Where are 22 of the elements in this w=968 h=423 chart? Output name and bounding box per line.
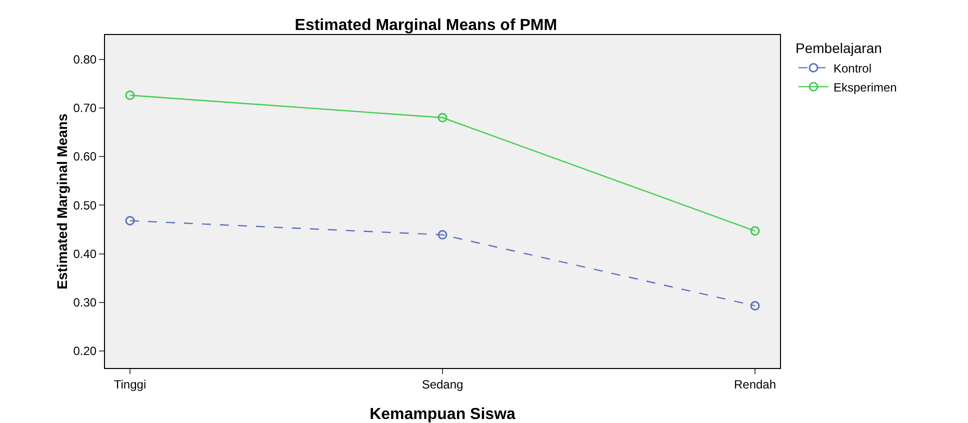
y-tick-label: 0.20 (73, 344, 97, 358)
legend-label: Eksperimen (834, 80, 897, 94)
y-tick-label: 0.40 (73, 246, 97, 261)
legend-label: Kontrol (834, 61, 872, 76)
y-tick-label: 0.80 (73, 52, 97, 67)
y-tick-label: 0.70 (73, 101, 97, 116)
point (750, 226, 760, 236)
x-tick-label: Rendah (734, 377, 776, 392)
x-tick-label: Tinggi (114, 377, 146, 392)
y-tick-label: 0.50 (73, 198, 97, 212)
x-tick-label: Sedang (422, 377, 464, 392)
point (125, 216, 135, 226)
point (438, 112, 448, 122)
point (438, 230, 448, 240)
point (750, 301, 760, 311)
y-axis-title: Estimated Marginal Means (54, 113, 70, 290)
y-tick-label: 0.60 (73, 150, 97, 164)
x-axis-title: Kemampuan Siswa (370, 406, 516, 423)
chart-title: Estimated Marginal Means of PMM (294, 17, 558, 34)
y-tick-label: 0.30 (73, 296, 97, 310)
legend-title: Pembelajaran (796, 40, 882, 56)
point (125, 90, 135, 100)
